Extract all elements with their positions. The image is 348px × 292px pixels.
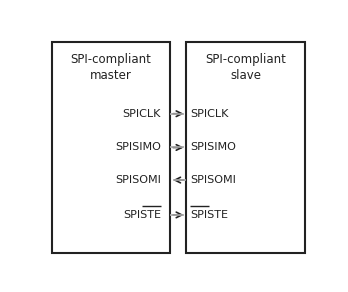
Text: SPISIMO: SPISIMO bbox=[190, 142, 236, 152]
Text: SPISIMO: SPISIMO bbox=[115, 142, 161, 152]
Text: SPISOMI: SPISOMI bbox=[190, 175, 236, 185]
Text: SPI-compliant
master: SPI-compliant master bbox=[71, 53, 151, 82]
Text: SPICLK: SPICLK bbox=[190, 109, 229, 119]
Text: SPICLK: SPICLK bbox=[122, 109, 161, 119]
Bar bbox=[52, 42, 170, 253]
Text: SPISTE: SPISTE bbox=[190, 210, 229, 220]
Bar bbox=[187, 42, 305, 253]
Text: SPISTE: SPISTE bbox=[123, 210, 161, 220]
Text: SPISOMI: SPISOMI bbox=[115, 175, 161, 185]
Text: SPI-compliant
slave: SPI-compliant slave bbox=[205, 53, 286, 82]
